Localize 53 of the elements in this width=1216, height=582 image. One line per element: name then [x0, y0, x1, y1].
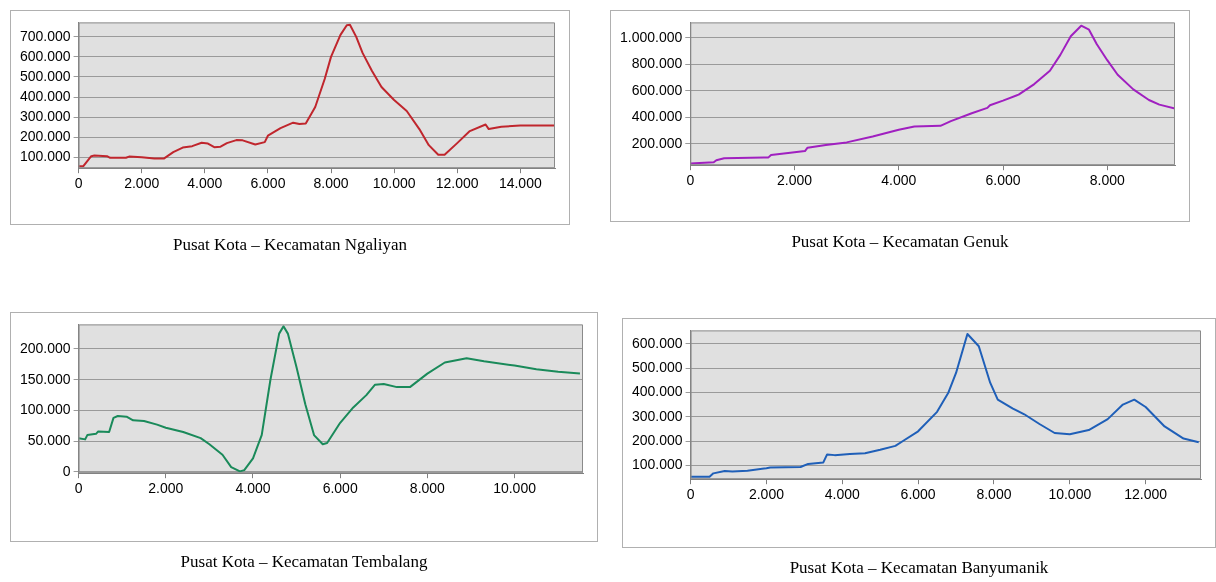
y-tick-label: 100.000	[20, 148, 71, 165]
y-tick-label: 1.000.000	[619, 28, 683, 45]
y-tick-label: 500.000	[632, 358, 683, 375]
x-tick-label: 4.000	[824, 486, 861, 503]
x-tick-label: 10.000	[493, 480, 537, 497]
x-tick-label: 0	[74, 175, 83, 192]
y-tick-label: 200.000	[20, 339, 71, 356]
x-tick-label: 2.000	[148, 480, 184, 497]
x-tick-label: 14.000	[498, 175, 542, 192]
y-tick-label: 700.000	[20, 27, 71, 44]
y-tick-label: 800.000	[631, 55, 683, 72]
x-tick-label: 6.000	[900, 486, 936, 503]
x-tick-label: 8.000	[976, 486, 1012, 503]
x-tick-label: 2.000	[124, 175, 160, 192]
y-tick-label: 600.000	[632, 334, 683, 351]
y-tick-label: 300.000	[632, 407, 683, 424]
y-tick-label: 400.000	[20, 87, 71, 104]
x-tick-label: 0	[74, 480, 83, 497]
x-tick-label: 0	[686, 486, 695, 503]
x-tick-label: 12.000	[435, 175, 479, 192]
y-tick-label: 200.000	[20, 127, 71, 144]
x-tick-label: 2.000	[748, 486, 785, 503]
x-tick-label: 2.000	[777, 172, 813, 189]
x-tick-label: 8.000	[409, 480, 446, 497]
y-tick-label: 100.000	[632, 456, 683, 473]
y-tick-label: 600.000	[631, 81, 683, 98]
y-tick-label: 600.000	[20, 47, 71, 64]
text: Pusat Kota – Kecamatan Genuk	[790, 232, 1010, 252]
y-tick-label: 400.000	[632, 383, 683, 400]
x-tick-label: 10.000	[372, 175, 416, 192]
x-tick-label: 4.000	[235, 480, 271, 497]
text: Pusat Kota – Kecamatan Banyumanik	[788, 558, 1050, 578]
text: Pusat Kota – Kecamatan Tembalang	[179, 552, 429, 572]
text: Pusat Kota – Kecamatan Ngaliyan	[171, 235, 409, 255]
y-tick-label: 50.000	[27, 432, 71, 449]
x-tick-label: 6.000	[985, 172, 1021, 189]
x-tick-label: 8.000	[1089, 172, 1125, 189]
y-tick-label: 300.000	[20, 107, 71, 124]
x-tick-label: 0	[686, 172, 695, 189]
x-tick-label: 4.000	[187, 175, 223, 192]
y-tick-label: 500.000	[20, 67, 71, 84]
y-tick-label: 150.000	[20, 370, 71, 387]
x-tick-label: 12.000	[1124, 486, 1168, 503]
x-tick-label: 6.000	[250, 175, 286, 192]
y-tick-label: 0	[62, 462, 71, 479]
x-tick-label: 6.000	[322, 480, 358, 497]
y-tick-label: 100.000	[20, 401, 71, 418]
x-tick-label: 10.000	[1048, 486, 1092, 503]
y-tick-label: 200.000	[632, 431, 683, 448]
x-tick-label: 8.000	[313, 175, 349, 192]
y-tick-label: 200.000	[631, 134, 683, 151]
y-tick-label: 400.000	[631, 108, 683, 125]
x-tick-label: 4.000	[881, 172, 917, 189]
